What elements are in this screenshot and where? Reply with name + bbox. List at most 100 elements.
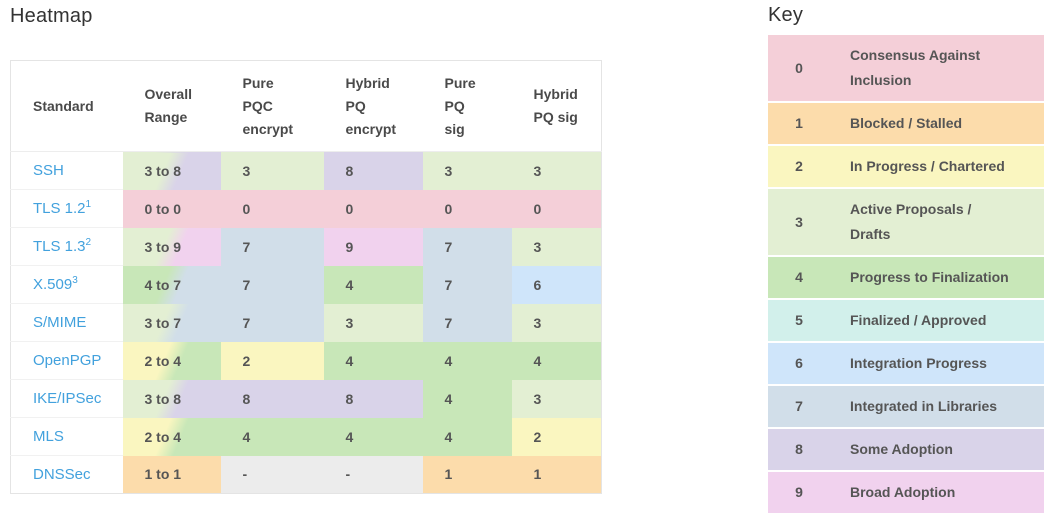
heatmap-value: 8: [345, 162, 354, 179]
table-row: SSH 3 to 8 3 8 3 3: [10, 151, 602, 190]
key-label-text: Broad Adoption: [850, 484, 956, 500]
key-label-text: Consensus Against: [850, 47, 981, 63]
key-label-cell: Finalized / Approved: [830, 300, 1044, 343]
overall-range-value: 3 to 8: [144, 162, 182, 179]
key-row: 8 Some Adoption: [768, 429, 1044, 472]
standard-label: TLS 1.3: [33, 238, 86, 255]
standard-label: DNSSec: [33, 466, 91, 483]
heatmap-value: 4: [533, 352, 542, 369]
key-value-cell: 9: [768, 472, 830, 513]
key-label-text: Active Proposals /: [850, 201, 972, 217]
key-value-cell: 8: [768, 429, 830, 472]
heatmap-value: 1: [533, 466, 542, 483]
heatmap-value: 0: [345, 200, 354, 217]
heatmap-value: -: [345, 466, 351, 483]
column-header-text: PQ: [444, 97, 465, 114]
heatmap-body: SSH 3 to 8 3 8 3 3 TLS 1.21 0 to 0 0 0 0 0 TLS 1.32 3…: [10, 151, 602, 494]
key-label-cell: Some Adoption: [830, 429, 1044, 472]
overall-range-value: 2 to 4: [144, 352, 182, 369]
heatmap-value: 7: [444, 238, 453, 255]
heatmap-value-cell: 6: [511, 265, 602, 304]
heatmap-value-cell: 4: [422, 417, 512, 456]
heatmap-value-cell: 3: [422, 151, 512, 190]
heatmap-value-cell: 8: [323, 151, 423, 190]
overall-range-value: 2 to 4: [144, 428, 182, 445]
table-row: TLS 1.32 3 to 9 7 9 7 3: [10, 227, 602, 266]
heatmap-value: 4: [444, 352, 453, 369]
standard-link[interactable]: MLS: [33, 428, 64, 445]
heatmap-value-cell: 3: [511, 379, 602, 418]
heatmap-value-cell: -: [323, 455, 423, 494]
column-header-text: encrypt: [242, 120, 294, 137]
heatmap-value-cell: 4: [323, 417, 423, 456]
key-value-cell: 1: [768, 103, 830, 146]
heatmap-value: 6: [533, 276, 542, 293]
column-header-text: Hybrid: [533, 86, 578, 102]
column-header-text: PQ: [345, 97, 366, 114]
footnote-marker: 3: [72, 275, 78, 286]
standard-link[interactable]: S/MIME: [33, 314, 86, 331]
heatmap-value: 3: [533, 238, 542, 255]
column-header-text: Overall: [144, 86, 192, 102]
overall-range-cell: 3 to 7: [122, 303, 221, 342]
standard-link[interactable]: OpenPGP: [33, 352, 101, 369]
overall-range-value: 1 to 1: [144, 466, 182, 483]
heatmap-value-cell: 3: [511, 151, 602, 190]
column-header-text: Hybrid: [345, 74, 390, 91]
overall-range-value: 3 to 7: [144, 314, 182, 331]
table-row: TLS 1.21 0 to 0 0 0 0 0: [10, 189, 602, 228]
key-label-text: Integrated in Libraries: [850, 398, 998, 414]
heatmap-value-cell: 0: [220, 189, 324, 228]
heatmap-value-cell: 0: [422, 189, 512, 228]
column-header-text: Range: [144, 109, 188, 125]
overall-range-cell: 2 to 4: [122, 417, 221, 456]
standard-label: X.509: [33, 276, 73, 293]
table-row: OpenPGP 2 to 4 2 4 4 4: [10, 341, 602, 380]
overall-range-value: 3 to 9: [144, 238, 182, 255]
standard-link[interactable]: SSH: [33, 162, 64, 179]
heatmap-table: Standard Overall Range Pure PQC encrypt Hybrid…: [10, 60, 602, 494]
key-row: 7 Integrated in Libraries: [768, 386, 1044, 429]
table-row: DNSSec 1 to 1 - - 1 1: [10, 455, 602, 494]
key-label-cell: Progress to Finalization: [830, 257, 1044, 300]
standard-cell: TLS 1.32: [10, 227, 123, 266]
standard-cell: OpenPGP: [10, 341, 123, 380]
column-header-text: PQ sig: [533, 109, 578, 125]
key-value-cell: 4: [768, 257, 830, 300]
heatmap-value: 7: [444, 314, 453, 331]
key-label-text: In Progress / Chartered: [850, 158, 1005, 174]
standard-label: MLS: [33, 428, 64, 445]
column-header-text: sig: [444, 120, 465, 137]
heatmap-value: 4: [345, 276, 354, 293]
standard-cell: MLS: [10, 417, 123, 456]
standard-link[interactable]: IKE/IPSec: [33, 390, 101, 407]
heatmap-value-cell: 2: [220, 341, 324, 380]
standard-cell: IKE/IPSec: [10, 379, 123, 418]
standard-cell: SSH: [10, 151, 123, 190]
standard-link[interactable]: TLS 1.32: [33, 238, 91, 256]
heatmap-value-cell: 4: [323, 265, 423, 304]
heatmap-value: 2: [533, 428, 542, 445]
key-value-cell: 7: [768, 386, 830, 429]
column-header-hybrid-pq-encrypt: Hybrid PQ encrypt: [323, 60, 423, 152]
heatmap-value-cell: 4: [511, 341, 602, 380]
key-row: 6 Integration Progress: [768, 343, 1044, 386]
column-header-text: encrypt: [345, 120, 397, 137]
standard-link[interactable]: TLS 1.21: [33, 200, 91, 218]
key-label-text: Some Adoption: [850, 441, 953, 457]
key-value-cell: 3: [768, 189, 830, 257]
column-header-pure-pqc-encrypt: Pure PQC encrypt: [220, 60, 324, 152]
heatmap-value: 3: [242, 162, 251, 179]
key-table: 0 Consensus Against Inclusion 1 Blocked / St…: [768, 35, 1044, 513]
standard-label: SSH: [33, 162, 64, 179]
key-label-text: Progress to Finalization: [850, 269, 1009, 285]
standard-link[interactable]: X.5093: [33, 275, 78, 294]
heatmap-value: 7: [242, 276, 251, 293]
standard-link[interactable]: DNSSec: [33, 466, 91, 483]
column-header-text: Pure: [444, 74, 476, 91]
overall-range-cell: 3 to 9: [122, 227, 221, 266]
overall-range-cell: 4 to 7: [122, 265, 221, 304]
key-label-cell: Integration Progress: [830, 343, 1044, 386]
key-label-text: Blocked / Stalled: [850, 115, 963, 131]
key-label-text: Finalized / Approved: [850, 312, 987, 328]
